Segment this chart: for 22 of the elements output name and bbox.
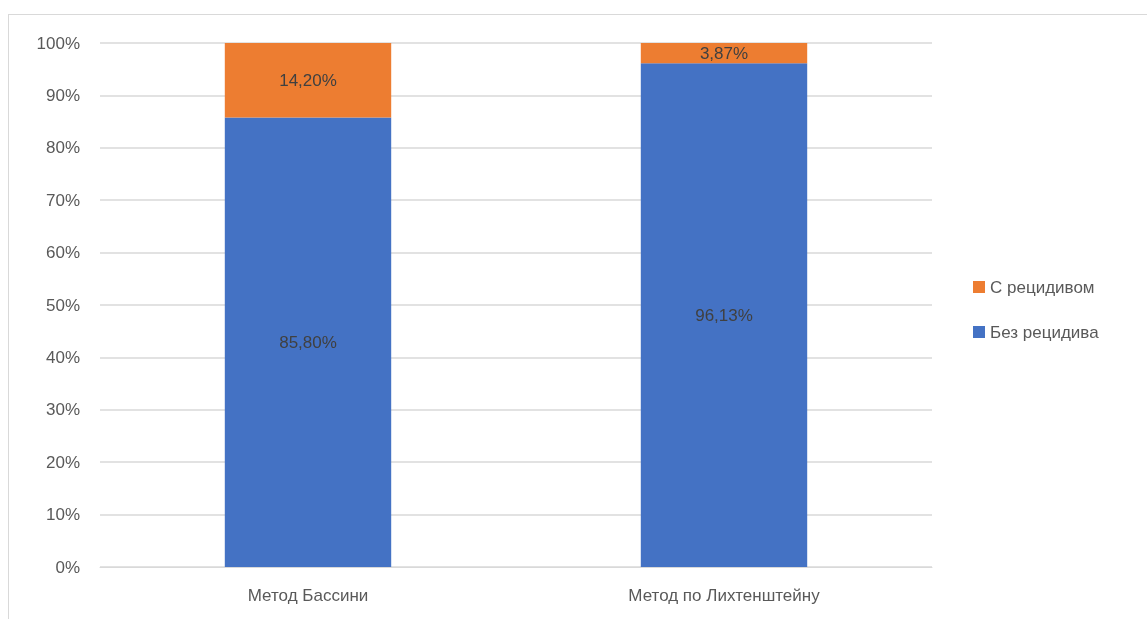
y-tick-label: 90% (45, 85, 80, 105)
bar (224, 43, 392, 118)
data-label: 3,87% (699, 43, 749, 63)
y-tick-label: 80% (45, 138, 80, 158)
y-tick-label: 0% (55, 557, 80, 577)
y-tick-label: 40% (45, 347, 80, 367)
y-tick-label: 20% (45, 452, 80, 472)
y-tick-label: 10% (45, 505, 80, 525)
data-label: 96,13% (695, 305, 753, 325)
bar (640, 63, 808, 567)
y-tick-label: 30% (45, 400, 80, 420)
legend-label: С рецидивом (990, 277, 1095, 297)
y-tick-label: 50% (45, 295, 80, 315)
data-label: 14,20% (279, 70, 337, 90)
y-tick-label: 60% (45, 243, 80, 263)
y-tick-label: 70% (45, 190, 80, 210)
x-tick-label: Метод по Лихтенштейну (628, 586, 821, 605)
data-label: 85,80% (279, 332, 337, 352)
legend-label: Без рецидива (990, 322, 1100, 342)
bar (224, 117, 392, 567)
y-tick-label: 100% (36, 33, 80, 53)
x-tick-label: Метод Бассини (247, 586, 369, 605)
